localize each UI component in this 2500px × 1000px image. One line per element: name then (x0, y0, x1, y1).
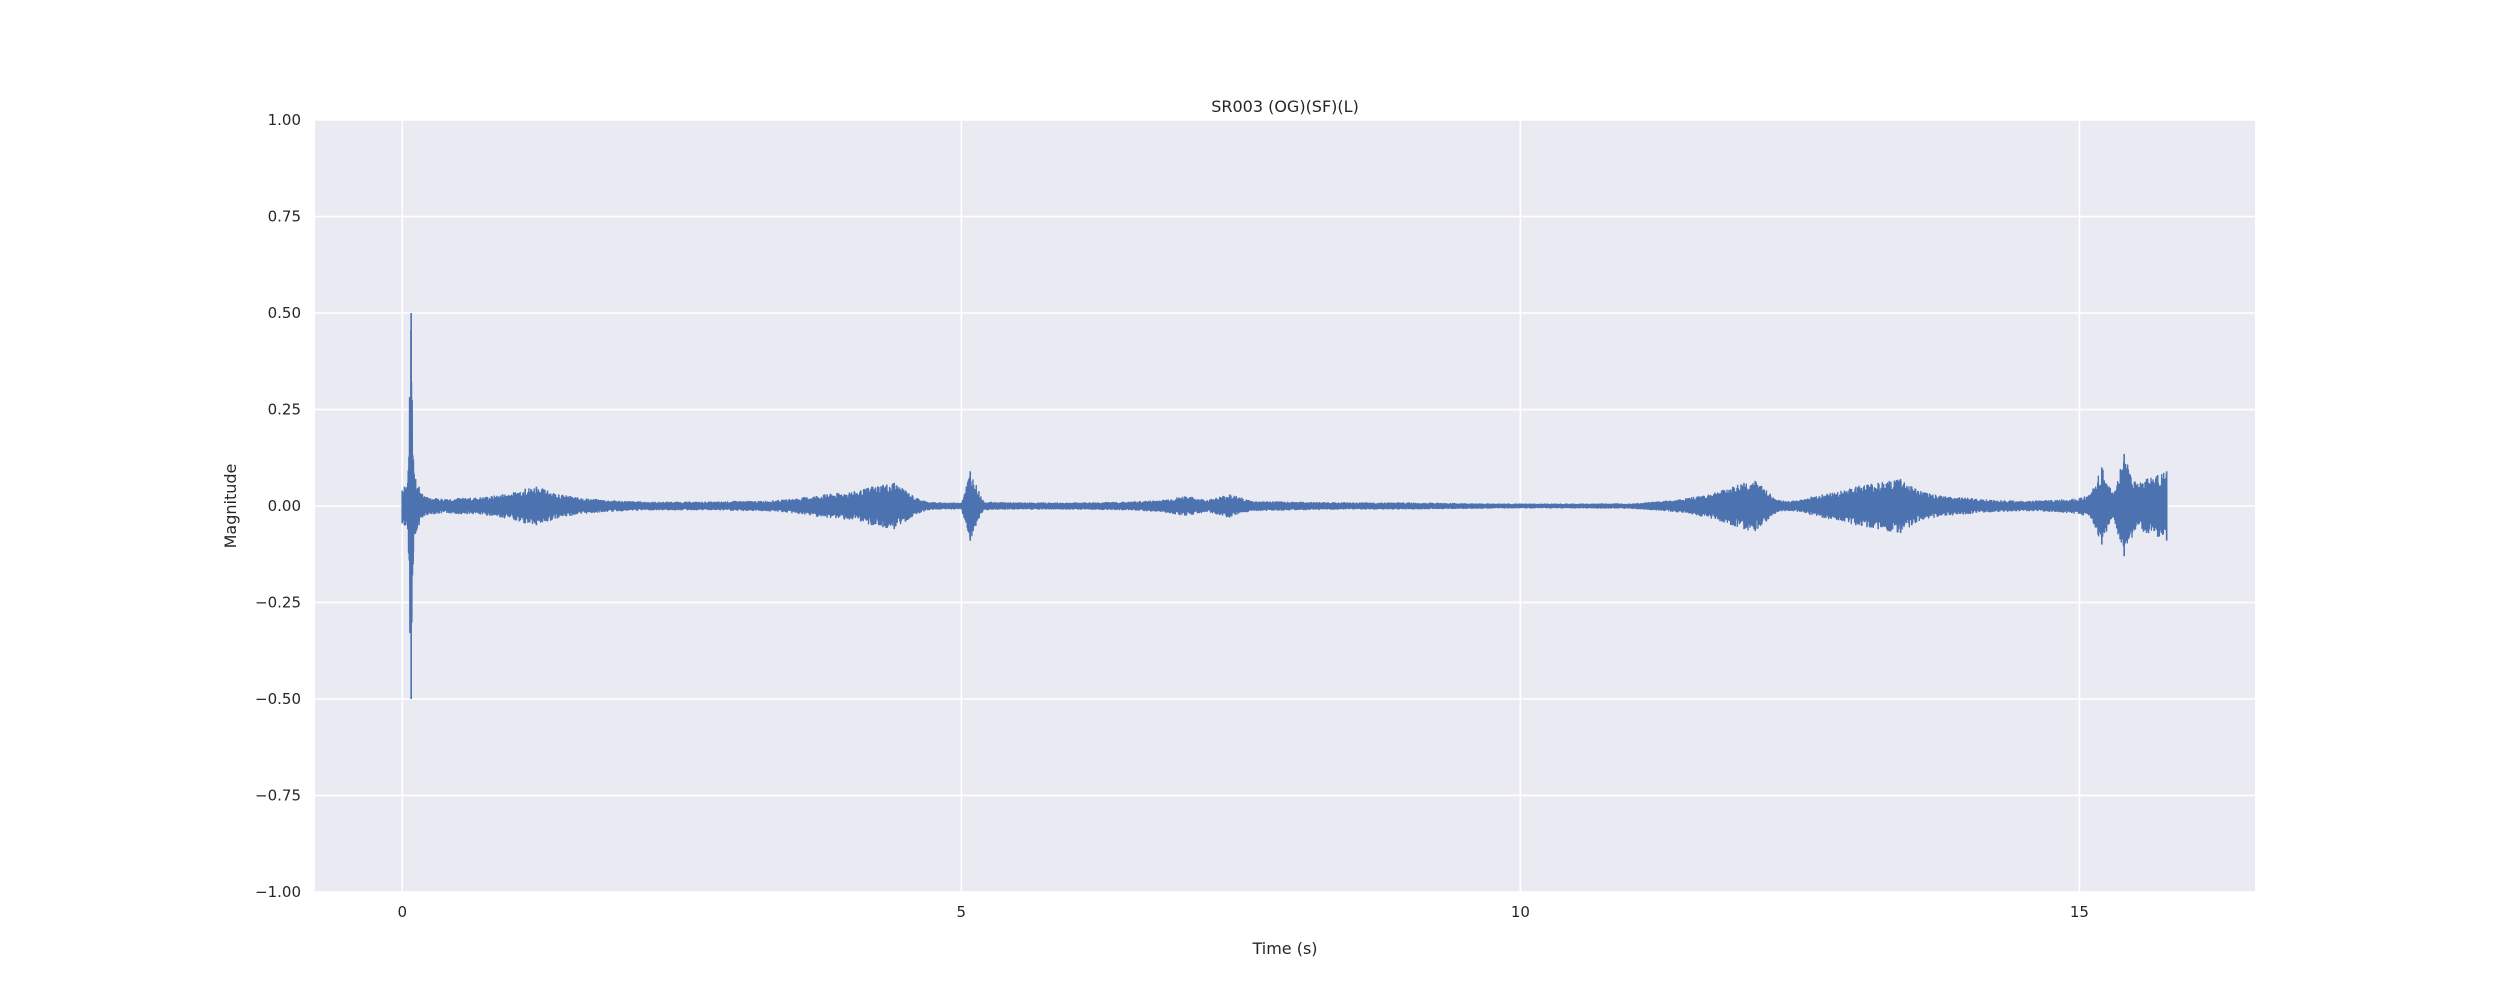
y-tick-label: 1.00 (268, 111, 301, 129)
waveform-line (401, 329, 2168, 634)
x-tick-label: 5 (957, 903, 967, 921)
y-tick-label: 0.50 (268, 304, 301, 322)
y-tick-label: −0.75 (255, 787, 301, 805)
x-tick-label: 10 (1511, 903, 1530, 921)
y-tick-label: −0.25 (255, 594, 301, 612)
y-tick-label: −1.00 (255, 883, 301, 901)
y-tick-label: −0.50 (255, 690, 301, 708)
waveform-series (401, 313, 2168, 699)
y-tick-label: 0.00 (268, 497, 301, 515)
x-tick-label: 15 (2070, 903, 2089, 921)
y-tick-label: 0.25 (268, 401, 301, 419)
x-tick-label: 0 (397, 903, 407, 921)
y-axis-ticks: 1.00 0.75 0.50 0.25 0.00 −0.25 −0.50 −0.75 −1.00 (255, 111, 301, 901)
x-axis-label: Time (s) (1251, 939, 1317, 958)
y-tick-label: 0.75 (268, 208, 301, 226)
x-axis-ticks: 0 5 10 15 (397, 903, 2089, 921)
y-axis-label: Magnitude (221, 464, 240, 549)
chart-title: SR003 (OG)(SF)(L) (1211, 97, 1359, 116)
